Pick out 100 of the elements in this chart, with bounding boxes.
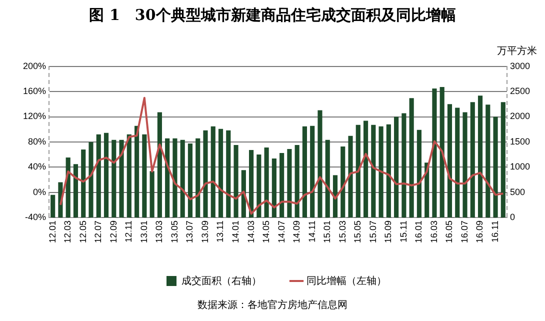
x-tick-label: 14.05 [261, 220, 272, 244]
bar [119, 140, 124, 218]
bar [478, 96, 483, 218]
bar [196, 138, 200, 218]
bar [447, 104, 452, 218]
bar [402, 113, 406, 218]
bar [294, 144, 300, 218]
chart-title: 图 1 30个典型城市新建商品住宅成交面积及同比增幅 [88, 6, 457, 25]
y2-tick-label: 500 [510, 186, 526, 197]
bar [218, 128, 224, 218]
x-tick-label: 13.03 [154, 220, 164, 244]
x-tick-label: 14.01 [230, 220, 241, 244]
bar [455, 108, 460, 218]
bar [432, 88, 437, 218]
bar [371, 124, 376, 218]
bar [264, 147, 269, 218]
x-tick-label: 14.07 [276, 220, 286, 244]
x-tick-label: 12.05 [78, 220, 88, 244]
bar [256, 154, 262, 218]
y-tick-label: 120% [22, 111, 46, 122]
x-tick-label: 13.11 [215, 220, 226, 242]
bar [88, 142, 94, 218]
bar [325, 140, 330, 218]
y-tick-label: -40% [25, 212, 46, 222]
x-tick-label: 16.07 [459, 220, 470, 244]
bar [500, 102, 506, 218]
x-tick-label: 13.01 [138, 220, 149, 244]
bar [440, 87, 444, 218]
bar [470, 102, 475, 218]
x-tick-label: 16.01 [414, 220, 424, 244]
bar [348, 136, 353, 218]
bar [272, 158, 276, 218]
x-tick-label: 15.11 [398, 220, 408, 242]
bar [363, 120, 368, 218]
y2-tick-label: 3000 [510, 60, 530, 71]
x-tick-label: 15.07 [368, 220, 378, 244]
x-tick-label: 16.03 [428, 220, 439, 244]
legend-label: 同比增幅（左轴） [306, 274, 386, 287]
y-tick-label: 160% [22, 86, 46, 96]
x-tick-label: 12.11 [124, 220, 134, 242]
bar [112, 140, 116, 218]
legend-label: 成交面积（右轴） [182, 274, 262, 287]
bar [172, 138, 178, 218]
x-tick-label: 16.09 [474, 220, 485, 244]
bar [332, 175, 338, 218]
x-tick-label: 12.07 [93, 220, 104, 244]
bar [280, 153, 284, 218]
bar [416, 130, 422, 218]
x-tick-label: 14.03 [246, 220, 256, 244]
bar [302, 126, 308, 218]
bar [150, 171, 154, 218]
x-tick-label: 14.11 [306, 220, 317, 242]
y2-tick-label: 2500 [510, 86, 530, 96]
bar [318, 110, 322, 218]
bar [73, 164, 78, 218]
bar [142, 134, 147, 218]
bar [287, 148, 292, 218]
bar [226, 130, 231, 218]
bar [188, 143, 193, 218]
x-tick-label: 13.09 [200, 220, 210, 244]
y-tick-label: 0% [33, 186, 46, 197]
bar [310, 126, 315, 218]
bar [386, 124, 391, 218]
y2-tick-label: 1000 [510, 162, 530, 172]
x-tick-label: 14.09 [292, 220, 302, 244]
bar [126, 134, 132, 218]
y2-tick-label: 2000 [510, 111, 530, 122]
x-tick-label: 15.05 [352, 220, 363, 244]
x-tick-label: 13.07 [184, 220, 195, 244]
bar [104, 132, 109, 218]
bar [96, 134, 101, 218]
y-tick-label: 200% [22, 60, 46, 71]
bar [50, 194, 56, 218]
y2-tick-label: 1500 [510, 136, 530, 146]
x-tick-label: 13.05 [169, 220, 180, 244]
bar [248, 150, 254, 218]
x-tick-label: 15.03 [337, 220, 348, 244]
bar [203, 130, 208, 218]
bar [157, 112, 162, 218]
y2-tick-label: 0 [510, 212, 515, 222]
x-tick-label: 12.03 [62, 220, 73, 244]
source-note: 数据来源：各地官方房地产信息网 [196, 298, 348, 312]
x-tick-label: 12.09 [108, 220, 118, 244]
y-tick-label: 40% [28, 162, 46, 172]
bar [210, 126, 216, 218]
x-tick-label: 15.09 [383, 220, 394, 244]
bar [234, 144, 238, 218]
bar [409, 98, 414, 218]
x-tick-label: 15.01 [322, 220, 332, 244]
y2-axis-title: 万平方米 [497, 44, 537, 58]
bar [462, 112, 468, 218]
x-tick-label: 16.11 [490, 220, 500, 242]
y-tick-label: 80% [28, 136, 46, 146]
bar [394, 116, 399, 218]
bar [134, 126, 140, 218]
bar [165, 138, 170, 218]
bar [340, 146, 346, 218]
bar [180, 140, 185, 218]
bar [493, 116, 498, 218]
bar [81, 149, 86, 218]
